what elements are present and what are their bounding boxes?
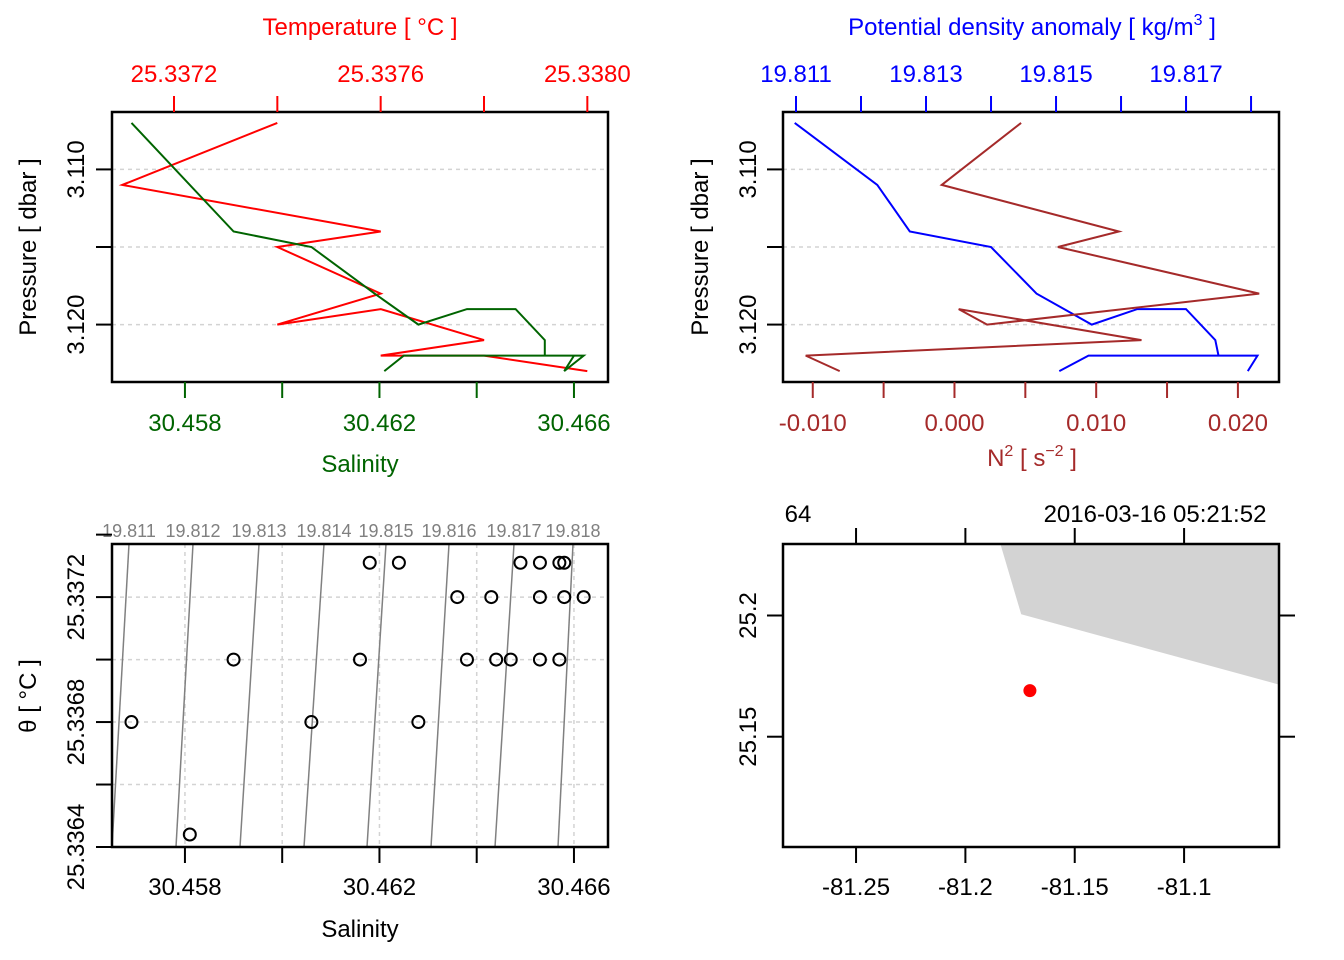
panel-temperature-salinity-profile: Temperature [ °C ] Salinity Pressure [ d… xyxy=(15,14,631,478)
data-point xyxy=(182,827,197,842)
data-point xyxy=(484,590,499,605)
y-axis-tick-label: 25.3368 xyxy=(63,679,90,766)
station-marker xyxy=(1023,684,1037,698)
data-point xyxy=(391,555,406,570)
temperature-axis-title: Temperature [ °C ] xyxy=(263,14,458,41)
isopycnal-label: 19.814 xyxy=(296,521,351,541)
top-axis-tick-label: 25.3376 xyxy=(337,61,424,88)
data-point xyxy=(532,652,547,667)
isopycnal-line xyxy=(111,543,130,848)
n2-axis-title-main: N xyxy=(987,445,1004,472)
pressure-axis-title: Pressure [ dbar ] xyxy=(15,158,42,335)
data-point xyxy=(532,590,547,605)
isopycnal-line xyxy=(557,543,574,848)
isopycnal-label: 19.811 xyxy=(102,521,156,541)
salinity-axis-title: Salinity xyxy=(321,451,398,478)
series-line-salinity xyxy=(130,122,587,372)
data-point xyxy=(552,555,567,570)
panel-ts-diagram: Salinity θ [ °C ] 19.811 19.812 19.813 19.8… xyxy=(15,521,611,943)
x-axis-tick-label: 30.462 xyxy=(343,874,416,901)
y-axis-tick-label: 25.3364 xyxy=(63,804,90,891)
top-axis-tick-label: 25.3372 xyxy=(131,61,218,88)
bottom-axis-tick-label: 30.462 xyxy=(343,410,416,437)
x-axis-tick-label: -81.25 xyxy=(822,874,890,901)
data-point xyxy=(557,555,572,570)
n2-axis-title-mid: [ s xyxy=(1013,445,1045,472)
data-point xyxy=(304,715,319,730)
top-axis-tick-label: 19.817 xyxy=(1149,61,1222,88)
bottom-axis-tick-label: 0.010 xyxy=(1066,410,1126,437)
y-axis-tick-label: 3.120 xyxy=(63,295,90,355)
y-axis-tick-label: 25.3372 xyxy=(63,554,90,641)
ts-ylabel: θ [ °C ] xyxy=(15,659,42,733)
ts-xlabel: Salinity xyxy=(321,916,398,943)
top-axis-tick-label: 19.813 xyxy=(889,61,962,88)
plot-frame xyxy=(110,542,610,849)
n2-axis-title-sup: 2 xyxy=(1004,443,1013,460)
density-axis-title-sup: 3 xyxy=(1194,12,1203,29)
isopycnal-line xyxy=(303,543,325,848)
y-axis-tick-label: 3.110 xyxy=(735,140,762,198)
bottom-axis-tick-label: -0.010 xyxy=(779,410,847,437)
data-point xyxy=(362,555,377,570)
bottom-axis-tick-label: 30.466 xyxy=(537,410,610,437)
isopycnal-label: 19.815 xyxy=(358,521,413,541)
data-point xyxy=(576,590,591,605)
bottom-axis-tick-label: 30.458 xyxy=(148,410,221,437)
isopycnal-label: 19.816 xyxy=(421,521,476,541)
data-point xyxy=(411,715,426,730)
isopycnal-line xyxy=(494,543,515,848)
isopycnal-label: 19.817 xyxy=(486,521,541,541)
data-point xyxy=(532,555,547,570)
density-axis-title-end: ] xyxy=(1203,14,1216,41)
isopycnal-label: 19.818 xyxy=(545,521,600,541)
map-frame xyxy=(781,542,1281,849)
y-axis-tick-label: 3.110 xyxy=(63,140,90,198)
bottom-axis-tick-label: 0.000 xyxy=(924,410,984,437)
density-axis-title-main: Potential density anomaly [ kg/m xyxy=(848,14,1194,41)
data-point xyxy=(513,555,528,570)
map-time-label: 2016-03-16 05:21:52 xyxy=(1044,501,1267,528)
data-point xyxy=(557,590,572,605)
land-polygon xyxy=(1000,544,1279,685)
data-point xyxy=(503,652,518,667)
x-axis-tick-label: -81.1 xyxy=(1157,874,1212,901)
y-axis-tick-label: 25.15 xyxy=(735,707,762,767)
bottom-axis-tick-label: 0.020 xyxy=(1208,410,1268,437)
isopycnal-line xyxy=(175,543,194,848)
isopycnal-line xyxy=(430,543,450,848)
pressure-axis-title-right: Pressure [ dbar ] xyxy=(687,158,714,335)
n2-axis-title-sup2: −2 xyxy=(1045,443,1063,460)
top-axis-tick-label: 19.811 xyxy=(760,61,832,88)
y-axis-tick-label: 25.2 xyxy=(735,592,762,639)
series-line-n2 xyxy=(805,122,1260,373)
data-point xyxy=(459,652,474,667)
n2-axis-title: N2 [ s−2 ] xyxy=(987,443,1077,472)
isopycnal-line xyxy=(239,543,260,848)
data-point xyxy=(124,715,139,730)
isopycnal-line xyxy=(366,543,387,848)
data-point xyxy=(489,652,504,667)
map-station-label: 64 xyxy=(785,501,812,528)
data-point xyxy=(226,652,241,667)
isopycnal-label: 19.813 xyxy=(231,521,286,541)
data-point xyxy=(450,590,465,605)
x-axis-tick-label: -81.15 xyxy=(1041,874,1109,901)
x-axis-tick-label: 30.458 xyxy=(148,874,221,901)
density-axis-title: Potential density anomaly [ kg/m3 ] xyxy=(848,12,1216,41)
x-axis-tick-label: 30.466 xyxy=(537,874,610,901)
isopycnal-label: 19.812 xyxy=(165,521,220,541)
series-line-density xyxy=(794,122,1260,372)
n2-axis-title-end: ] xyxy=(1064,445,1077,472)
y-axis-tick-label: 3.120 xyxy=(735,295,762,355)
panel-density-n2-profile: Potential density anomaly [ kg/m3 ] N2 [… xyxy=(687,12,1281,472)
top-axis-tick-label: 25.3380 xyxy=(544,61,631,88)
x-axis-tick-label: -81.2 xyxy=(938,874,993,901)
data-point xyxy=(552,652,567,667)
top-axis-tick-label: 19.815 xyxy=(1019,61,1092,88)
panel-station-map: 64 2016-03-16 05:21:52 -81.25 -81.2 -81.15… xyxy=(735,501,1295,901)
data-point xyxy=(353,652,367,667)
